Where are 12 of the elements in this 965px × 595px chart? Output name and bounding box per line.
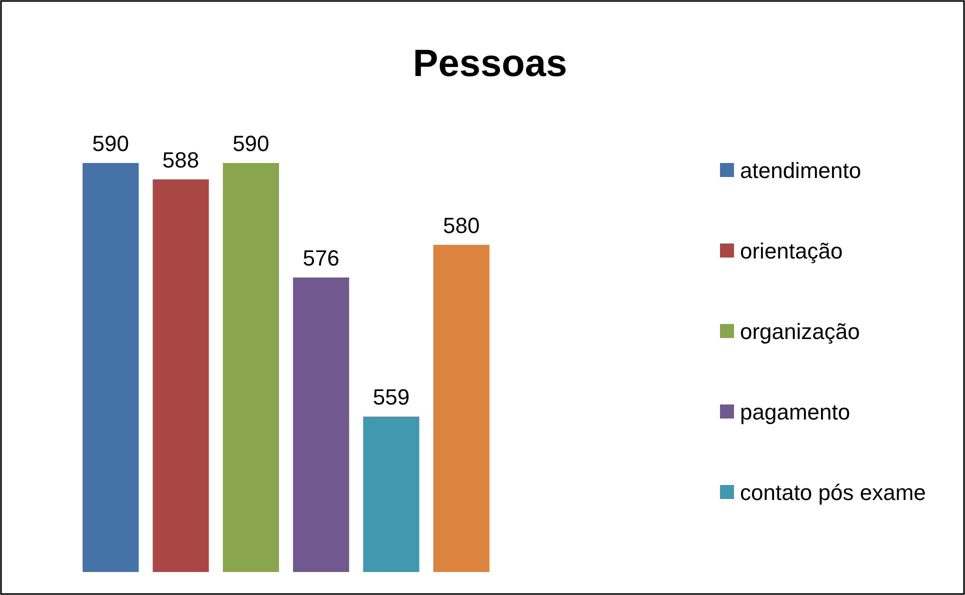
legend-label: pagamento xyxy=(740,400,850,424)
legend-label: organização xyxy=(740,319,860,344)
legend-label: contato pós exame xyxy=(740,480,926,505)
data-label: 590 xyxy=(232,131,270,156)
data-label: 580 xyxy=(442,212,480,238)
legend-label: orientação xyxy=(740,238,843,264)
legend-label: atendimento xyxy=(740,158,862,183)
data-label: 588 xyxy=(162,147,200,172)
data-label: 590 xyxy=(92,131,130,156)
data-label: 576 xyxy=(302,246,340,271)
data-label: 559 xyxy=(372,384,410,410)
chart-title: Pessoas xyxy=(412,43,568,85)
